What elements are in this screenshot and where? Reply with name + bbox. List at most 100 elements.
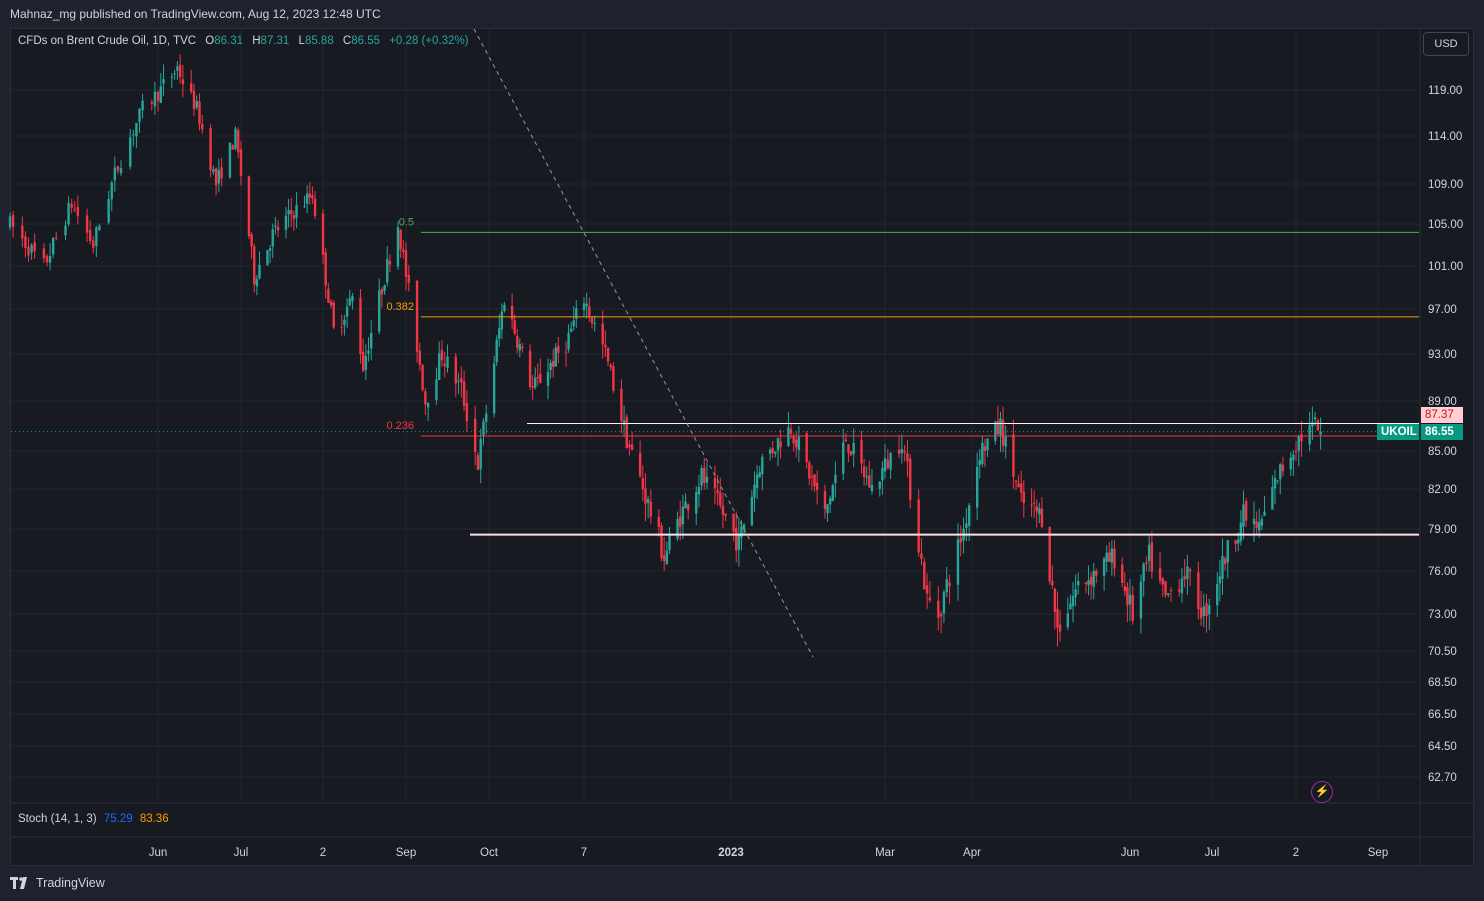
time-tick-label: Sep [1368,847,1388,859]
candle-body [176,66,179,71]
candle-body [239,149,243,176]
candle-body [849,451,853,456]
candle-body [1167,593,1170,595]
candle-body [644,488,647,504]
candle-body [24,236,27,248]
candle-body [1271,487,1274,510]
candle-body [1076,581,1080,586]
candle-body [1040,508,1044,527]
time-tick-label: Jul [1205,847,1220,859]
price-tick-label: 114.00 [1428,131,1462,143]
candle-body [1001,420,1005,446]
candle-body [95,227,98,246]
candle-body [30,244,33,253]
candle-body [585,303,588,307]
candle-body [1092,570,1095,587]
candle-body [1089,576,1093,585]
candle-body [823,490,827,510]
candle-body [51,237,55,255]
currency-button[interactable]: USD [1423,32,1469,56]
candle-body [668,534,671,551]
candle-body [195,101,198,108]
time-axis: Jun Jul 2 Sep Oct 7 2023 Mar Apr Jun Jul 2 Sep [149,847,1389,859]
trend-line[interactable] [473,28,814,658]
candle-body [768,449,772,454]
candle-body [557,345,560,353]
candle-body [516,335,519,348]
symbol-legend[interactable]: CFDs on Brent Crude Oil, 1D, TVC O86.31 … [18,35,469,47]
candle-body [660,525,663,559]
candles [8,54,1322,647]
candle-body [719,492,722,506]
candle-body [119,168,123,174]
time-tick-label: 2 [1293,847,1299,859]
candle-body [1113,548,1116,569]
candle-body [153,91,157,107]
candle-body [903,450,906,453]
candle-body [70,203,73,208]
candle-body [1071,595,1075,607]
candle-body [460,378,463,383]
candle-body [237,130,240,153]
candle-body [1244,501,1248,521]
candle-body [981,442,984,464]
candle-body [792,435,795,444]
candle-body [521,346,524,349]
candle-body [1017,483,1020,488]
high-label: H [252,35,261,47]
tradingview-logo[interactable]: TradingView [10,876,105,890]
candle-body [303,206,306,208]
price-tick-label: 97.00 [1428,304,1457,316]
stoch-k-value: 75.29 [103,813,133,825]
candle-body [361,351,365,372]
candle-body [1216,584,1219,606]
candle-body [649,501,653,517]
candle-body [378,290,381,332]
candle-body [771,448,774,453]
candle-body [510,305,514,320]
flash-icon[interactable]: ⚡ [1311,781,1333,803]
price-tick-label: 70.50 [1428,646,1457,658]
candle-body [1234,540,1237,545]
candle-body [546,371,550,386]
candle-body [868,475,871,488]
candle-body [665,550,669,565]
candle-body [48,255,52,263]
candle-body [266,250,269,266]
tradingview-logo-icon [10,877,27,889]
candle-body [813,474,816,487]
candle-body [1056,609,1059,628]
candle-body [138,108,141,123]
candle-body [1048,527,1051,582]
candle-body [76,206,80,217]
candle-body [1121,564,1124,583]
candle-body [440,349,444,361]
candle-body [113,167,117,181]
price-tick-label: 66.50 [1428,709,1457,721]
candle-body [965,523,968,529]
candle-body [214,168,218,186]
candle-body [815,482,819,491]
chart-frame[interactable] [10,28,1474,866]
candle-body [476,455,480,470]
candle-body [369,333,373,349]
candle-body [327,288,330,303]
candle-body [805,433,808,463]
candle-body [1260,519,1264,526]
candle-body [795,439,798,448]
candle-body [1252,518,1256,525]
candle-body [852,442,855,454]
grid-lines [11,29,1473,865]
candle-body [159,86,162,103]
candle-body [1199,607,1203,619]
candle-body [1178,589,1181,592]
candle-body [975,466,979,508]
candle-body [721,505,725,516]
candle-body [150,101,154,104]
candle-body [1276,480,1279,482]
candle-body [485,413,488,422]
candle-body [424,391,427,405]
stoch-legend[interactable]: Stoch (14, 1, 3) 75.29 83.36 [18,813,169,825]
candle-body [228,142,232,178]
